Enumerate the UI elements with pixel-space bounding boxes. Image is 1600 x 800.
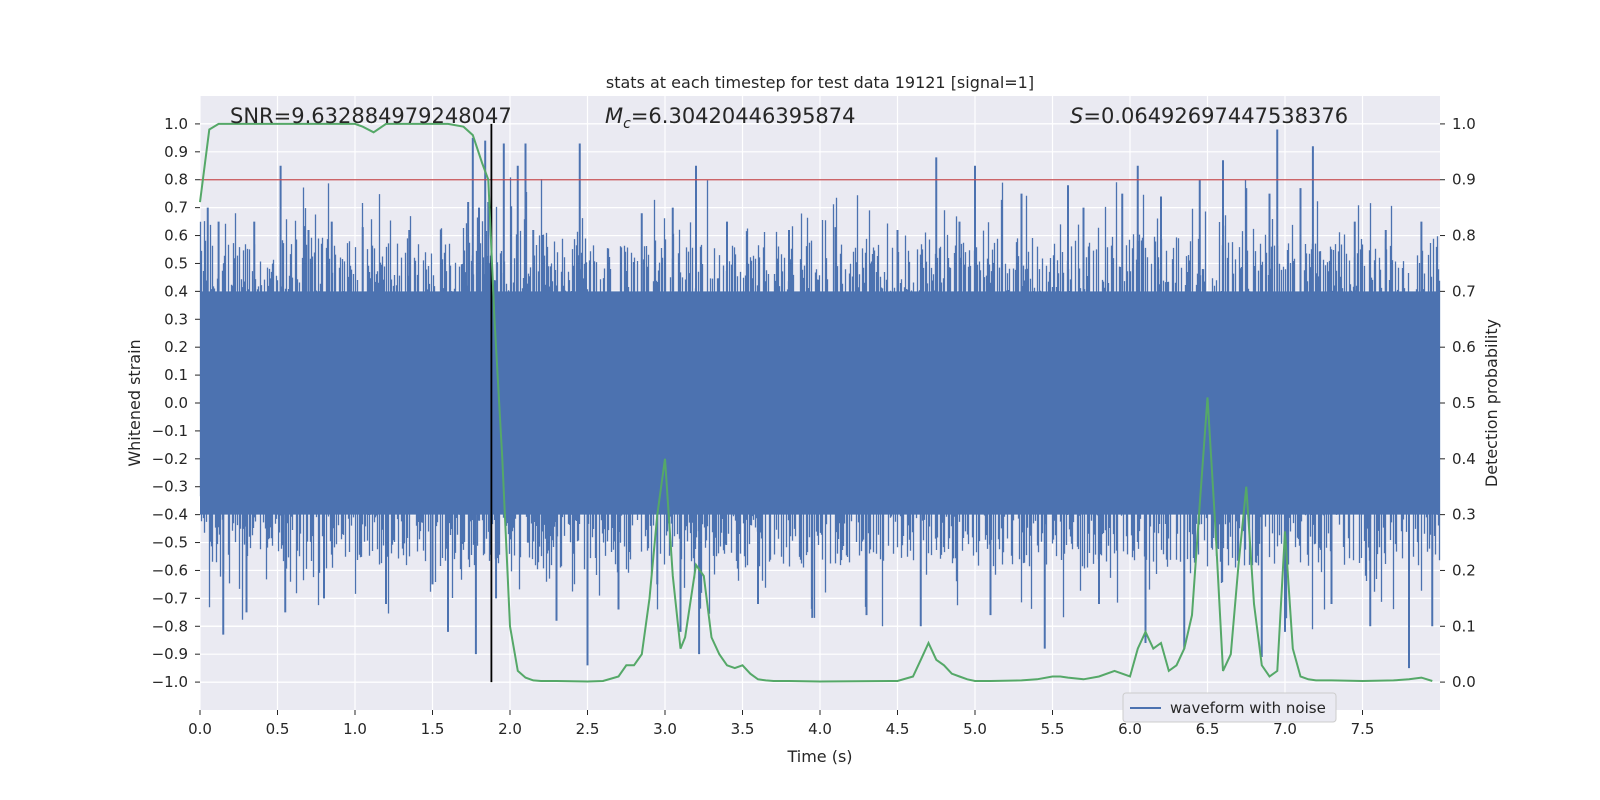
s-value: =0.06492697447538376 bbox=[1083, 104, 1348, 128]
y-tick-label: −0.3 bbox=[152, 478, 188, 496]
y-tick-label: 0.4 bbox=[164, 282, 188, 300]
y-tick-label: 1.0 bbox=[164, 115, 188, 133]
y-tick-label: −0.8 bbox=[152, 617, 188, 635]
chirp-mass-symbol: M bbox=[605, 104, 623, 128]
detection-probability-line bbox=[199, 122, 1433, 683]
x-tick-label: 7.0 bbox=[1273, 720, 1297, 738]
chirp-mass-annotation: Mc=6.30420446395874 bbox=[605, 104, 856, 132]
legend: waveform with noise bbox=[1122, 692, 1337, 723]
y-tick-label: 0.5 bbox=[164, 254, 188, 272]
y2-axis-label: Detection probability bbox=[1482, 319, 1501, 487]
y2-tick-label: 0.1 bbox=[1452, 617, 1476, 635]
y-tick-label: −1.0 bbox=[152, 673, 188, 691]
y2-tick-label: 0.5 bbox=[1452, 394, 1476, 412]
y2-axis-ticks: 1.0 0.9 0.8 0.7 0.6 0.5 0.4 0.3 0.2 0.1 0.0 bbox=[1440, 115, 1476, 691]
y2-tick-label: 0.6 bbox=[1452, 338, 1476, 356]
strain-core-band bbox=[200, 291, 1440, 515]
snr-annotation: SNR=9.632884979248047 bbox=[230, 104, 512, 128]
y-tick-label: −0.6 bbox=[152, 561, 188, 579]
chart-title: stats at each timestep for test data 191… bbox=[606, 73, 1034, 92]
legend-label: waveform with noise bbox=[1170, 699, 1326, 717]
x-tick-label: 2.0 bbox=[498, 720, 522, 738]
y-tick-label: −0.5 bbox=[152, 534, 188, 552]
strain-trace bbox=[199, 129, 1441, 669]
y2-tick-label: 0.9 bbox=[1452, 171, 1476, 189]
y-tick-label: 0.3 bbox=[164, 310, 188, 328]
y2-tick-label: 0.3 bbox=[1452, 506, 1476, 524]
x-tick-label: 1.5 bbox=[421, 720, 445, 738]
x-tick-label: 5.5 bbox=[1041, 720, 1065, 738]
y-tick-label: 0.2 bbox=[164, 338, 188, 356]
y-tick-label: 0.8 bbox=[164, 171, 188, 189]
x-tick-label: 0.0 bbox=[188, 720, 212, 738]
y-tick-label: 0.6 bbox=[164, 227, 188, 245]
y2-tick-label: 1.0 bbox=[1452, 115, 1476, 133]
y-tick-label: −0.1 bbox=[152, 422, 188, 440]
x-tick-label: 7.5 bbox=[1351, 720, 1375, 738]
y-tick-label: 0.7 bbox=[164, 199, 188, 217]
x-tick-label: 6.0 bbox=[1118, 720, 1142, 738]
x-tick-label: 4.0 bbox=[808, 720, 832, 738]
x-tick-label: 0.5 bbox=[266, 720, 290, 738]
s-symbol: S bbox=[1070, 104, 1083, 128]
chirp-mass-subscript: c bbox=[623, 116, 631, 132]
x-tick-label: 4.5 bbox=[886, 720, 910, 738]
y-axis-ticks: 1.0 0.9 0.8 0.7 0.6 0.5 0.4 0.3 0.2 0.1 0.0 −0.1 −0.… bbox=[152, 115, 200, 691]
y-tick-label: −0.4 bbox=[152, 506, 188, 524]
y2-tick-label: 0.0 bbox=[1452, 673, 1476, 691]
x-tick-label: 2.5 bbox=[576, 720, 600, 738]
y2-tick-label: 0.4 bbox=[1452, 450, 1476, 468]
legend-box bbox=[1122, 692, 1337, 723]
x-tick-label: 6.5 bbox=[1196, 720, 1220, 738]
y-axis-label: Whitened strain bbox=[125, 339, 144, 466]
y2-tick-label: 0.7 bbox=[1452, 282, 1476, 300]
x-axis-ticks: 0.0 0.5 1.0 1.5 2.0 2.5 3.0 3.5 4.0 4.5 5.0 5.5 6.0 6… bbox=[188, 710, 1374, 738]
y-tick-label: −0.7 bbox=[152, 589, 188, 607]
s-annotation: S=0.06492697447538376 bbox=[1070, 104, 1348, 128]
y-tick-label: 0.0 bbox=[164, 394, 188, 412]
x-tick-label: 5.0 bbox=[963, 720, 987, 738]
y-tick-label: 0.1 bbox=[164, 366, 188, 384]
y2-tick-label: 0.8 bbox=[1452, 227, 1476, 245]
x-axis-label: Time (s) bbox=[786, 747, 852, 766]
y-tick-label: −0.9 bbox=[152, 645, 188, 663]
chirp-mass-value: =6.30420446395874 bbox=[631, 104, 856, 128]
y2-tick-label: 0.2 bbox=[1452, 561, 1476, 579]
x-tick-label: 1.0 bbox=[343, 720, 367, 738]
x-tick-label: 3.5 bbox=[731, 720, 755, 738]
x-tick-label: 3.0 bbox=[653, 720, 677, 738]
y-tick-label: −0.2 bbox=[152, 450, 188, 468]
y-tick-label: 0.9 bbox=[164, 143, 188, 161]
